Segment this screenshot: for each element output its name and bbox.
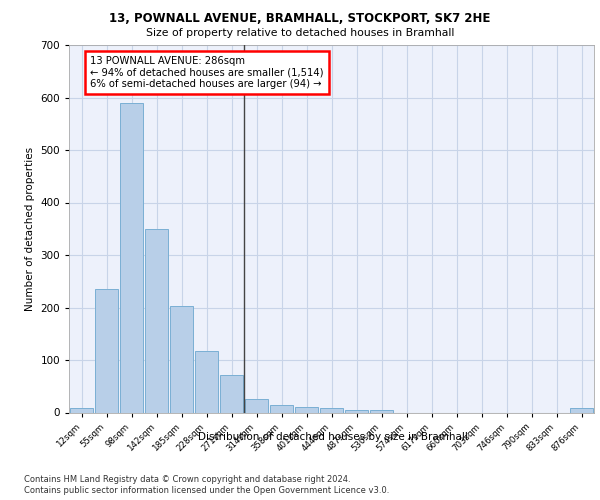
Text: Contains public sector information licensed under the Open Government Licence v3: Contains public sector information licen… bbox=[24, 486, 389, 495]
Bar bbox=[195, 351, 218, 412]
Bar bbox=[245, 400, 268, 412]
Text: Contains HM Land Registry data © Crown copyright and database right 2024.: Contains HM Land Registry data © Crown c… bbox=[24, 475, 350, 484]
Bar bbox=[170, 306, 193, 412]
Bar bbox=[220, 374, 243, 412]
Bar bbox=[70, 408, 93, 412]
Bar bbox=[570, 408, 593, 412]
Bar bbox=[145, 229, 168, 412]
Text: Distribution of detached houses by size in Bramhall: Distribution of detached houses by size … bbox=[198, 432, 468, 442]
Text: Size of property relative to detached houses in Bramhall: Size of property relative to detached ho… bbox=[146, 28, 454, 38]
Bar bbox=[345, 410, 368, 412]
Bar bbox=[370, 410, 393, 412]
Bar bbox=[95, 289, 118, 412]
Bar bbox=[270, 404, 293, 412]
Bar bbox=[295, 407, 318, 412]
Bar bbox=[120, 103, 143, 412]
Text: 13 POWNALL AVENUE: 286sqm
← 94% of detached houses are smaller (1,514)
6% of sem: 13 POWNALL AVENUE: 286sqm ← 94% of detac… bbox=[90, 56, 323, 89]
Bar bbox=[320, 408, 343, 412]
Y-axis label: Number of detached properties: Number of detached properties bbox=[25, 146, 35, 311]
Text: 13, POWNALL AVENUE, BRAMHALL, STOCKPORT, SK7 2HE: 13, POWNALL AVENUE, BRAMHALL, STOCKPORT,… bbox=[109, 12, 491, 26]
